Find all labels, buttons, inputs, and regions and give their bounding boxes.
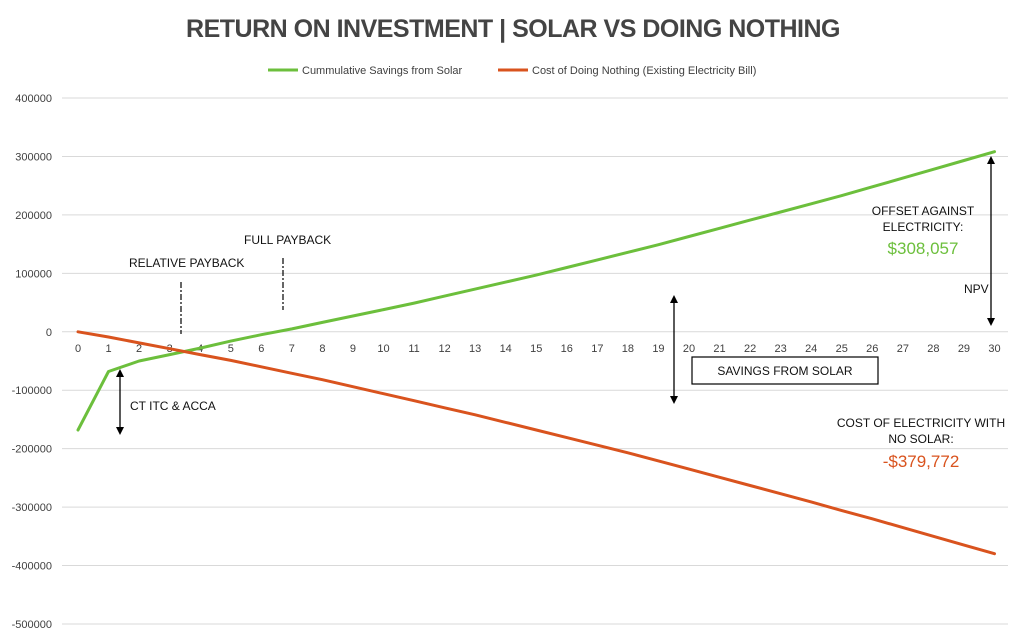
offset-label-line1: OFFSET AGAINST (872, 204, 975, 218)
chart-title: RETURN ON INVESTMENT | SOLAR VS DOING NO… (186, 15, 840, 43)
x-tick-label: 25 (836, 343, 848, 355)
annotations: RELATIVE PAYBACK FULL PAYBACK CT ITC & A… (116, 156, 1005, 471)
x-tick-label: 19 (652, 343, 664, 355)
cost-label-line2: NO SOLAR: (888, 432, 953, 446)
y-tick-label: -500000 (12, 619, 52, 631)
cost-label-line1: COST OF ELECTRICITY WITH (837, 416, 1005, 430)
x-tick-label: 23 (775, 343, 787, 355)
npv-label: NPV (964, 282, 989, 296)
x-tick-label: 24 (805, 343, 817, 355)
offset-value: $308,057 (888, 239, 959, 258)
x-tick-label: 21 (713, 343, 725, 355)
y-tick-label: 200000 (15, 210, 52, 222)
y-tick-label: -300000 (12, 502, 52, 514)
y-tick-label: 100000 (15, 268, 52, 280)
x-tick-label: 5 (228, 343, 234, 355)
x-tick-label: 10 (377, 343, 389, 355)
cost-value: -$379,772 (883, 452, 960, 471)
legend: Cummulative Savings from Solar Cost of D… (268, 65, 756, 77)
x-tick-label: 11 (408, 343, 419, 355)
x-tick-label: 0 (75, 343, 81, 355)
x-tick-label: 17 (591, 343, 603, 355)
x-tick-label: 28 (927, 343, 939, 355)
y-tick-label: 0 (46, 327, 52, 339)
full-payback-label: FULL PAYBACK (244, 233, 331, 247)
series-lines (76, 150, 996, 556)
x-tick-label: 22 (744, 343, 756, 355)
x-tick-label: 2 (136, 343, 142, 355)
x-tick-label: 20 (683, 343, 695, 355)
ct-itc-label: CT ITC & ACCA (130, 399, 216, 413)
gridlines (62, 97, 1008, 625)
x-tick-label: 27 (897, 343, 909, 355)
legend-label-solar: Cummulative Savings from Solar (302, 65, 463, 77)
legend-label-nothing: Cost of Doing Nothing (Existing Electric… (532, 65, 756, 77)
y-tick-label: 300000 (15, 151, 52, 163)
x-tick-label: 18 (622, 343, 634, 355)
y-axis-ticks: 400000 300000 200000 100000 0 -100000 -200000 -… (12, 93, 52, 631)
savings-box (691, 356, 879, 385)
x-tick-label: 15 (530, 343, 542, 355)
x-tick-label: 30 (988, 343, 1000, 355)
x-tick-label: 6 (258, 343, 264, 355)
x-tick-label: 16 (561, 343, 573, 355)
x-tick-label: 8 (319, 343, 325, 355)
offset-label-line2: ELECTRICITY: (883, 220, 964, 234)
y-tick-label: -400000 (12, 561, 52, 573)
series-line-solar-savings (76, 150, 996, 432)
x-tick-label: 29 (958, 343, 970, 355)
x-tick-label: 7 (289, 343, 295, 355)
y-tick-label: -200000 (12, 444, 52, 456)
y-tick-label: -100000 (12, 385, 52, 397)
y-tick-label: 400000 (15, 93, 52, 105)
x-tick-label: 9 (350, 343, 356, 355)
x-tick-label: 26 (866, 343, 878, 355)
relative-payback-label: RELATIVE PAYBACK (129, 256, 244, 270)
x-tick-label: 13 (469, 343, 481, 355)
x-tick-label: 1 (105, 343, 111, 355)
x-tick-label: 12 (438, 343, 450, 355)
series-line-doing-nothing (76, 330, 996, 556)
x-tick-label: 14 (500, 343, 512, 355)
savings-box-label: SAVINGS FROM SOLAR (717, 364, 852, 378)
